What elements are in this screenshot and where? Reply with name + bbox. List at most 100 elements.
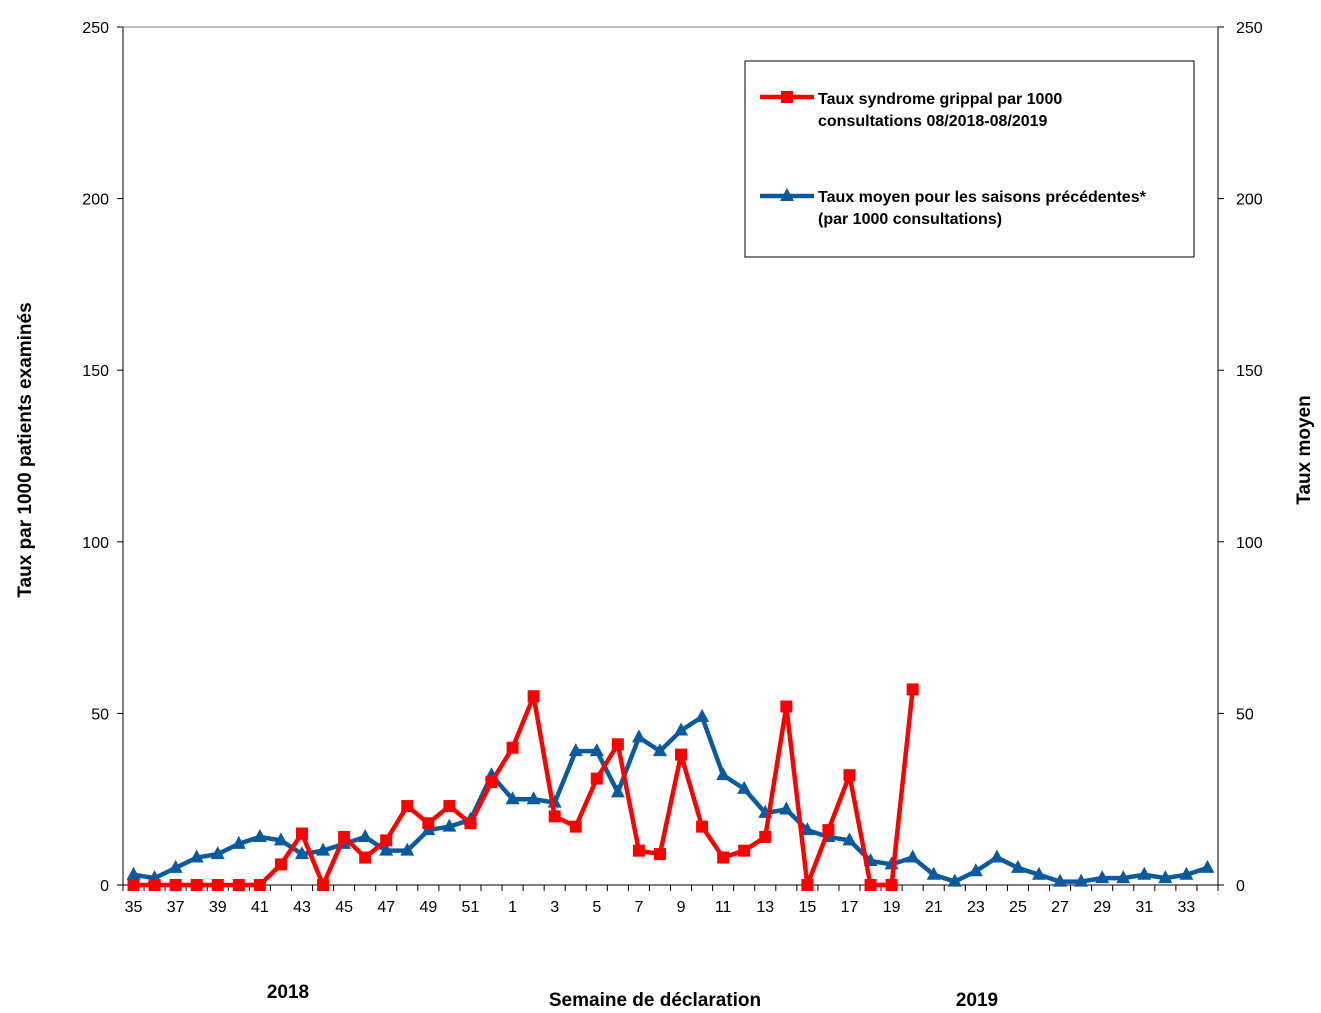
y-tick-label-right: 0 <box>1236 878 1245 895</box>
data-point <box>1137 866 1152 880</box>
data-point <box>695 708 710 722</box>
data-point <box>738 844 751 857</box>
data-point <box>653 848 666 861</box>
y-tick-label-right: 50 <box>1236 706 1254 723</box>
year-label-2018: 2018 <box>267 982 309 1003</box>
data-point <box>569 820 582 833</box>
x-tick-label: 9 <box>677 899 686 916</box>
data-point <box>611 738 624 751</box>
data-point <box>126 866 141 880</box>
data-point <box>295 827 308 840</box>
data-point <box>1010 859 1025 873</box>
data-point <box>148 879 161 891</box>
y-tick-label-right: 100 <box>1236 535 1263 552</box>
data-point <box>1095 870 1110 884</box>
legend-label-1-line2: (par 1000 consultations) <box>818 211 1002 228</box>
data-point <box>780 700 793 713</box>
legend-marker <box>781 91 793 103</box>
data-point <box>442 818 457 832</box>
data-point <box>800 822 815 836</box>
y-tick-label-right: 250 <box>1236 20 1263 37</box>
data-point <box>759 830 772 843</box>
x-axis-title: Semaine de déclaration <box>549 990 761 1011</box>
data-point <box>464 817 477 830</box>
x-tick-label: 43 <box>293 899 311 916</box>
data-point <box>610 784 625 798</box>
data-point <box>210 846 225 860</box>
data-point <box>127 879 140 891</box>
data-point <box>905 849 920 863</box>
data-point <box>505 791 520 805</box>
x-tick-label: 37 <box>167 899 185 916</box>
y-tick-label-right: 200 <box>1236 192 1263 209</box>
data-point <box>168 859 183 873</box>
data-point <box>294 846 309 860</box>
data-point <box>716 767 731 781</box>
legend-box <box>744 60 1195 258</box>
data-point <box>548 810 561 823</box>
x-tick-label: 23 <box>967 899 985 916</box>
data-point <box>317 879 330 891</box>
x-tick-label: 41 <box>251 899 269 916</box>
legend-sample-blue <box>760 188 814 201</box>
data-point <box>842 832 857 846</box>
y-tick-label-right: 150 <box>1236 363 1263 380</box>
year-label-2019: 2019 <box>956 990 998 1011</box>
data-point <box>632 844 645 857</box>
data-point <box>506 741 519 754</box>
legend-sample-red <box>760 91 814 103</box>
y-tick-label-left: 50 <box>91 706 109 723</box>
x-tick-label: 35 <box>125 899 143 916</box>
legend-label-1-line1: Taux moyen pour les saisons précédentes* <box>818 189 1147 206</box>
data-point <box>779 801 794 815</box>
data-point <box>696 820 709 833</box>
legend-label-0-line2: consultations 08/2018-08/2019 <box>818 113 1048 130</box>
data-point <box>568 743 583 757</box>
y-tick-label-left: 250 <box>82 20 109 37</box>
legend-label-0-line1: Taux syndrome grippal par 1000 <box>818 91 1062 108</box>
y-tick-label-left: 0 <box>100 878 109 895</box>
data-point <box>843 769 856 782</box>
data-point <box>675 748 688 761</box>
data-point <box>1158 870 1173 884</box>
data-point <box>253 879 266 891</box>
y-axis-title-right: Taux moyen <box>1294 395 1315 504</box>
data-point <box>273 832 288 846</box>
data-point <box>652 743 667 757</box>
x-tick-label: 21 <box>925 899 943 916</box>
data-point <box>211 879 224 891</box>
data-point <box>737 780 752 794</box>
data-point <box>822 824 835 837</box>
data-point <box>926 866 941 880</box>
x-tick-label: 25 <box>1009 899 1027 916</box>
data-point <box>906 683 919 696</box>
data-point <box>274 858 287 871</box>
data-point <box>338 830 351 843</box>
data-point <box>359 851 372 864</box>
x-tick-label: 31 <box>1135 899 1153 916</box>
data-point <box>380 834 393 847</box>
x-tick-label: 11 <box>715 899 732 916</box>
data-point <box>527 690 540 703</box>
data-point <box>864 879 877 891</box>
data-point <box>589 743 604 757</box>
y-tick-label-left: 200 <box>82 192 109 209</box>
data-point <box>169 879 182 891</box>
x-tick-label: 33 <box>1178 899 1196 916</box>
data-point <box>443 800 456 813</box>
data-point <box>1053 873 1068 887</box>
data-point <box>526 791 541 805</box>
data-point <box>232 879 245 891</box>
data-point <box>989 849 1004 863</box>
series-line <box>133 689 915 888</box>
data-point <box>674 722 689 736</box>
x-tick-label: 5 <box>592 899 601 916</box>
x-tick-label: 39 <box>209 899 227 916</box>
data-point <box>717 851 730 864</box>
series-line <box>133 714 1209 884</box>
x-tick-label: 51 <box>462 899 480 916</box>
data-point <box>947 873 962 887</box>
x-tick-label: 7 <box>634 899 643 916</box>
